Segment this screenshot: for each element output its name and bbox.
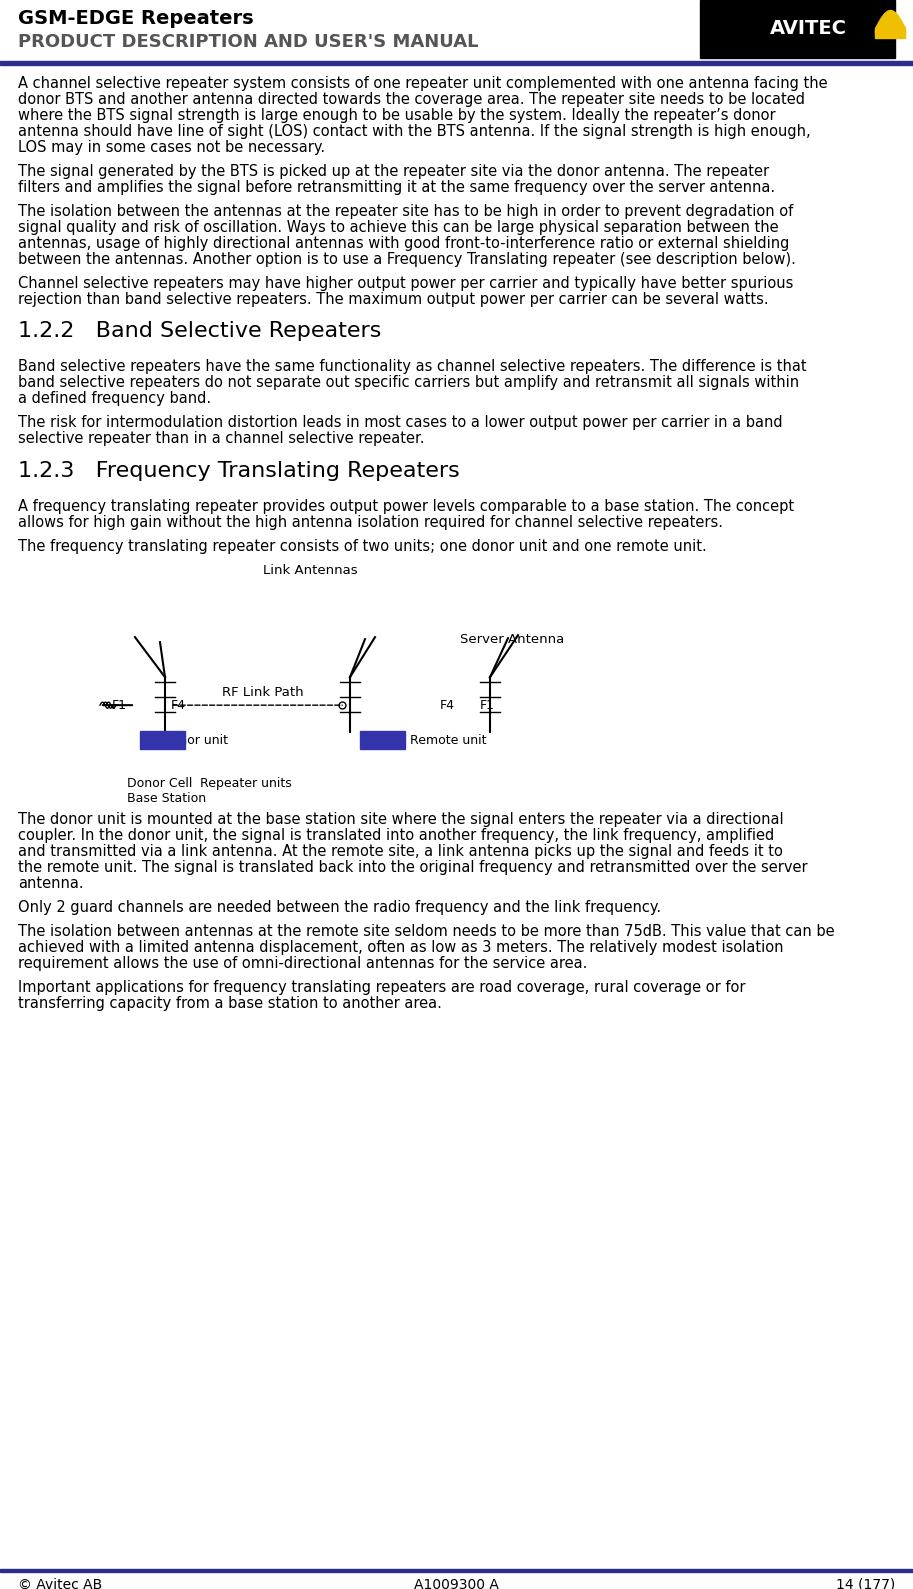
Text: the remote unit. The signal is translated back into the original frequency and r: the remote unit. The signal is translate… xyxy=(18,860,808,876)
Text: antennas, usage of highly directional antennas with good front-to-interference r: antennas, usage of highly directional an… xyxy=(18,235,790,251)
Text: F4: F4 xyxy=(171,699,186,712)
Text: achieved with a limited antenna displacement, often as low as 3 meters. The rela: achieved with a limited antenna displace… xyxy=(18,939,783,955)
Text: antenna.: antenna. xyxy=(18,876,84,891)
Text: 1.2.2   Band Selective Repeaters: 1.2.2 Band Selective Repeaters xyxy=(18,321,382,342)
Text: A frequency translating repeater provides output power levels comparable to a ba: A frequency translating repeater provide… xyxy=(18,499,794,515)
Text: between the antennas. Another option is to use a Frequency Translating repeater : between the antennas. Another option is … xyxy=(18,251,796,267)
Text: Repeater units: Repeater units xyxy=(200,777,292,790)
Text: band selective repeaters do not separate out specific carriers but amplify and r: band selective repeaters do not separate… xyxy=(18,375,799,391)
Text: The risk for intermodulation distortion leads in most cases to a lower output po: The risk for intermodulation distortion … xyxy=(18,415,782,431)
Text: selective repeater than in a channel selective repeater.: selective repeater than in a channel sel… xyxy=(18,431,425,447)
Text: Server Antenna: Server Antenna xyxy=(460,632,564,645)
Bar xyxy=(875,30,905,38)
Text: The donor unit is mounted at the base station site where the signal enters the r: The donor unit is mounted at the base st… xyxy=(18,812,783,828)
Text: Link Antennas: Link Antennas xyxy=(263,564,357,577)
Text: A1009300 A: A1009300 A xyxy=(414,1578,498,1589)
Text: The signal generated by the BTS is picked up at the repeater site via the donor : The signal generated by the BTS is picke… xyxy=(18,164,769,180)
Text: rejection than band selective repeaters. The maximum output power per carrier ca: rejection than band selective repeaters.… xyxy=(18,291,769,307)
Bar xyxy=(0,1568,913,1572)
Text: Important applications for frequency translating repeaters are road coverage, ru: Important applications for frequency tra… xyxy=(18,980,746,995)
Text: where the BTS signal strength is large enough to be usable by the system. Ideall: where the BTS signal strength is large e… xyxy=(18,108,776,122)
Text: 14 (177): 14 (177) xyxy=(835,1578,895,1589)
Text: © Avitec AB: © Avitec AB xyxy=(18,1578,102,1589)
Text: RF Link Path: RF Link Path xyxy=(222,686,303,699)
Text: requirement allows the use of omni-directional antennas for the service area.: requirement allows the use of omni-direc… xyxy=(18,957,587,971)
Bar xyxy=(700,0,895,59)
Text: F4: F4 xyxy=(440,699,455,712)
Text: The isolation between antennas at the remote site seldom needs to be more than 7: The isolation between antennas at the re… xyxy=(18,923,834,939)
Text: donor BTS and another antenna directed towards the coverage area. The repeater s: donor BTS and another antenna directed t… xyxy=(18,92,805,106)
Text: transferring capacity from a base station to another area.: transferring capacity from a base statio… xyxy=(18,996,442,1011)
Bar xyxy=(140,731,185,748)
Text: LOS may in some cases not be necessary.: LOS may in some cases not be necessary. xyxy=(18,140,325,154)
Text: and transmitted via a link antenna. At the remote site, a link antenna picks up : and transmitted via a link antenna. At t… xyxy=(18,844,782,860)
Text: Donor unit: Donor unit xyxy=(162,734,228,747)
Bar xyxy=(360,731,405,748)
Text: AVITEC: AVITEC xyxy=(770,19,847,38)
Text: Remote unit: Remote unit xyxy=(410,734,487,747)
Text: allows for high gain without the high antenna isolation required for channel sel: allows for high gain without the high an… xyxy=(18,515,723,531)
Text: F1: F1 xyxy=(112,699,127,712)
Text: Channel selective repeaters may have higher output power per carrier and typical: Channel selective repeaters may have hig… xyxy=(18,275,793,291)
Text: antenna should have line of sight (LOS) contact with the BTS antenna. If the sig: antenna should have line of sight (LOS) … xyxy=(18,124,811,138)
Text: F1: F1 xyxy=(480,699,495,712)
Text: 1.2.3   Frequency Translating Repeaters: 1.2.3 Frequency Translating Repeaters xyxy=(18,461,460,481)
Text: filters and amplifies the signal before retransmitting it at the same frequency : filters and amplifies the signal before … xyxy=(18,180,775,195)
Text: Band selective repeaters have the same functionality as channel selective repeat: Band selective repeaters have the same f… xyxy=(18,359,806,375)
Text: Donor Cell
Base Station: Donor Cell Base Station xyxy=(127,777,206,806)
Text: PRODUCT DESCRIPTION AND USER'S MANUAL: PRODUCT DESCRIPTION AND USER'S MANUAL xyxy=(18,33,478,51)
Text: The frequency translating repeater consists of two units; one donor unit and one: The frequency translating repeater consi… xyxy=(18,539,707,555)
Text: GSM-EDGE Repeaters: GSM-EDGE Repeaters xyxy=(18,8,254,27)
Text: The isolation between the antennas at the repeater site has to be high in order : The isolation between the antennas at th… xyxy=(18,203,793,219)
Text: a defined frequency band.: a defined frequency band. xyxy=(18,391,211,407)
Text: coupler. In the donor unit, the signal is translated into another frequency, the: coupler. In the donor unit, the signal i… xyxy=(18,828,774,844)
Bar xyxy=(0,60,913,65)
Text: A channel selective repeater system consists of one repeater unit complemented w: A channel selective repeater system cons… xyxy=(18,76,827,91)
Text: Only 2 guard channels are needed between the radio frequency and the link freque: Only 2 guard channels are needed between… xyxy=(18,899,661,915)
Text: signal quality and risk of oscillation. Ways to achieve this can be large physic: signal quality and risk of oscillation. … xyxy=(18,219,779,235)
